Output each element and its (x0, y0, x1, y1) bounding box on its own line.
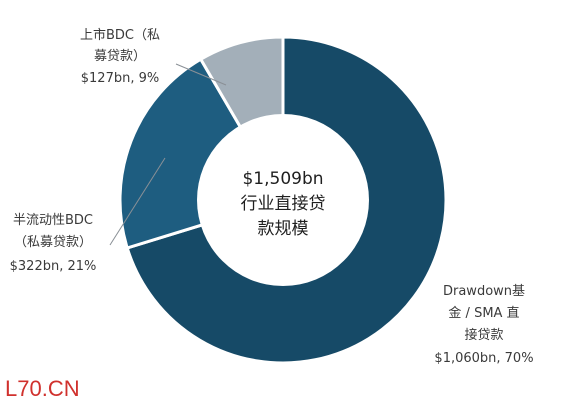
center-caption-line2: 款规模 (258, 219, 309, 239)
slice-label-listed-bdc: 上市BDC（私 募贷款） $127bn, 9% (80, 27, 160, 86)
center-caption-line1: 行业直接贷 (241, 194, 326, 214)
slice-label-line: 半流动性BDC (13, 213, 93, 228)
slice-label-line: 金 / SMA 直 (448, 305, 519, 321)
center-label: $1,509bn 行业直接贷 款规模 (241, 169, 326, 239)
slice-label-line: 募贷款） (94, 49, 146, 64)
slice-value-label: $1,060bn, 70% (434, 351, 533, 366)
slice-value-label: $127bn, 9% (81, 71, 159, 86)
slice-label-semi-liquid-bdc: 半流动性BDC （私募贷款） $322bn, 21% (10, 213, 97, 274)
slice-label-line: 上市BDC（私 (80, 27, 160, 43)
watermark: L70.CN (5, 376, 80, 401)
slice-value-label: $322bn, 21% (10, 259, 97, 274)
leader-line-listed-bdc (175, 63, 227, 86)
slice-label-drawdown-sma: Drawdown基 金 / SMA 直 接贷款 $1,060bn, 70% (434, 284, 533, 366)
slice-label-line: （私募贷款） (14, 235, 92, 250)
center-total: $1,509bn (242, 169, 323, 189)
slice-label-line: Drawdown基 (443, 284, 525, 299)
slice-label-line: 接贷款 (464, 327, 503, 343)
leader-line-semi-liquid-bdc (109, 157, 166, 246)
donut-hole (197, 114, 369, 286)
